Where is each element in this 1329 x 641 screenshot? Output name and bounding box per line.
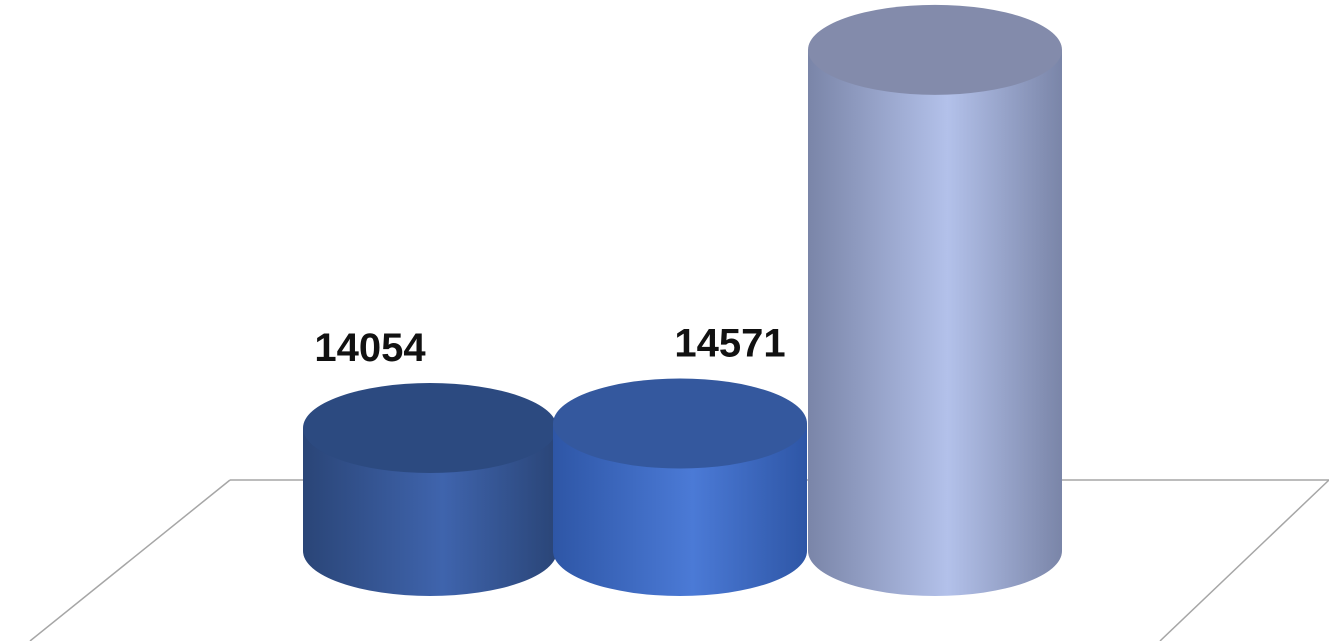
bar-2-top [553, 378, 807, 469]
bar-3-body [808, 49, 1062, 596]
bar-2 [553, 378, 807, 596]
bar-1 [303, 383, 557, 596]
bars-group [303, 4, 1062, 596]
bar-1-body [303, 428, 557, 596]
data-label-1: 14054 [314, 326, 426, 370]
bar-3 [808, 4, 1062, 596]
bar-3-top [808, 4, 1062, 95]
floor-left-edge [29, 479, 231, 641]
floor-right-edge [1159, 479, 1329, 641]
bar-2-body [553, 423, 807, 596]
data-label-2: 14571 [674, 322, 785, 366]
data-labels-group: 140541457157275 [314, 322, 785, 371]
bar-1-top [303, 383, 557, 474]
